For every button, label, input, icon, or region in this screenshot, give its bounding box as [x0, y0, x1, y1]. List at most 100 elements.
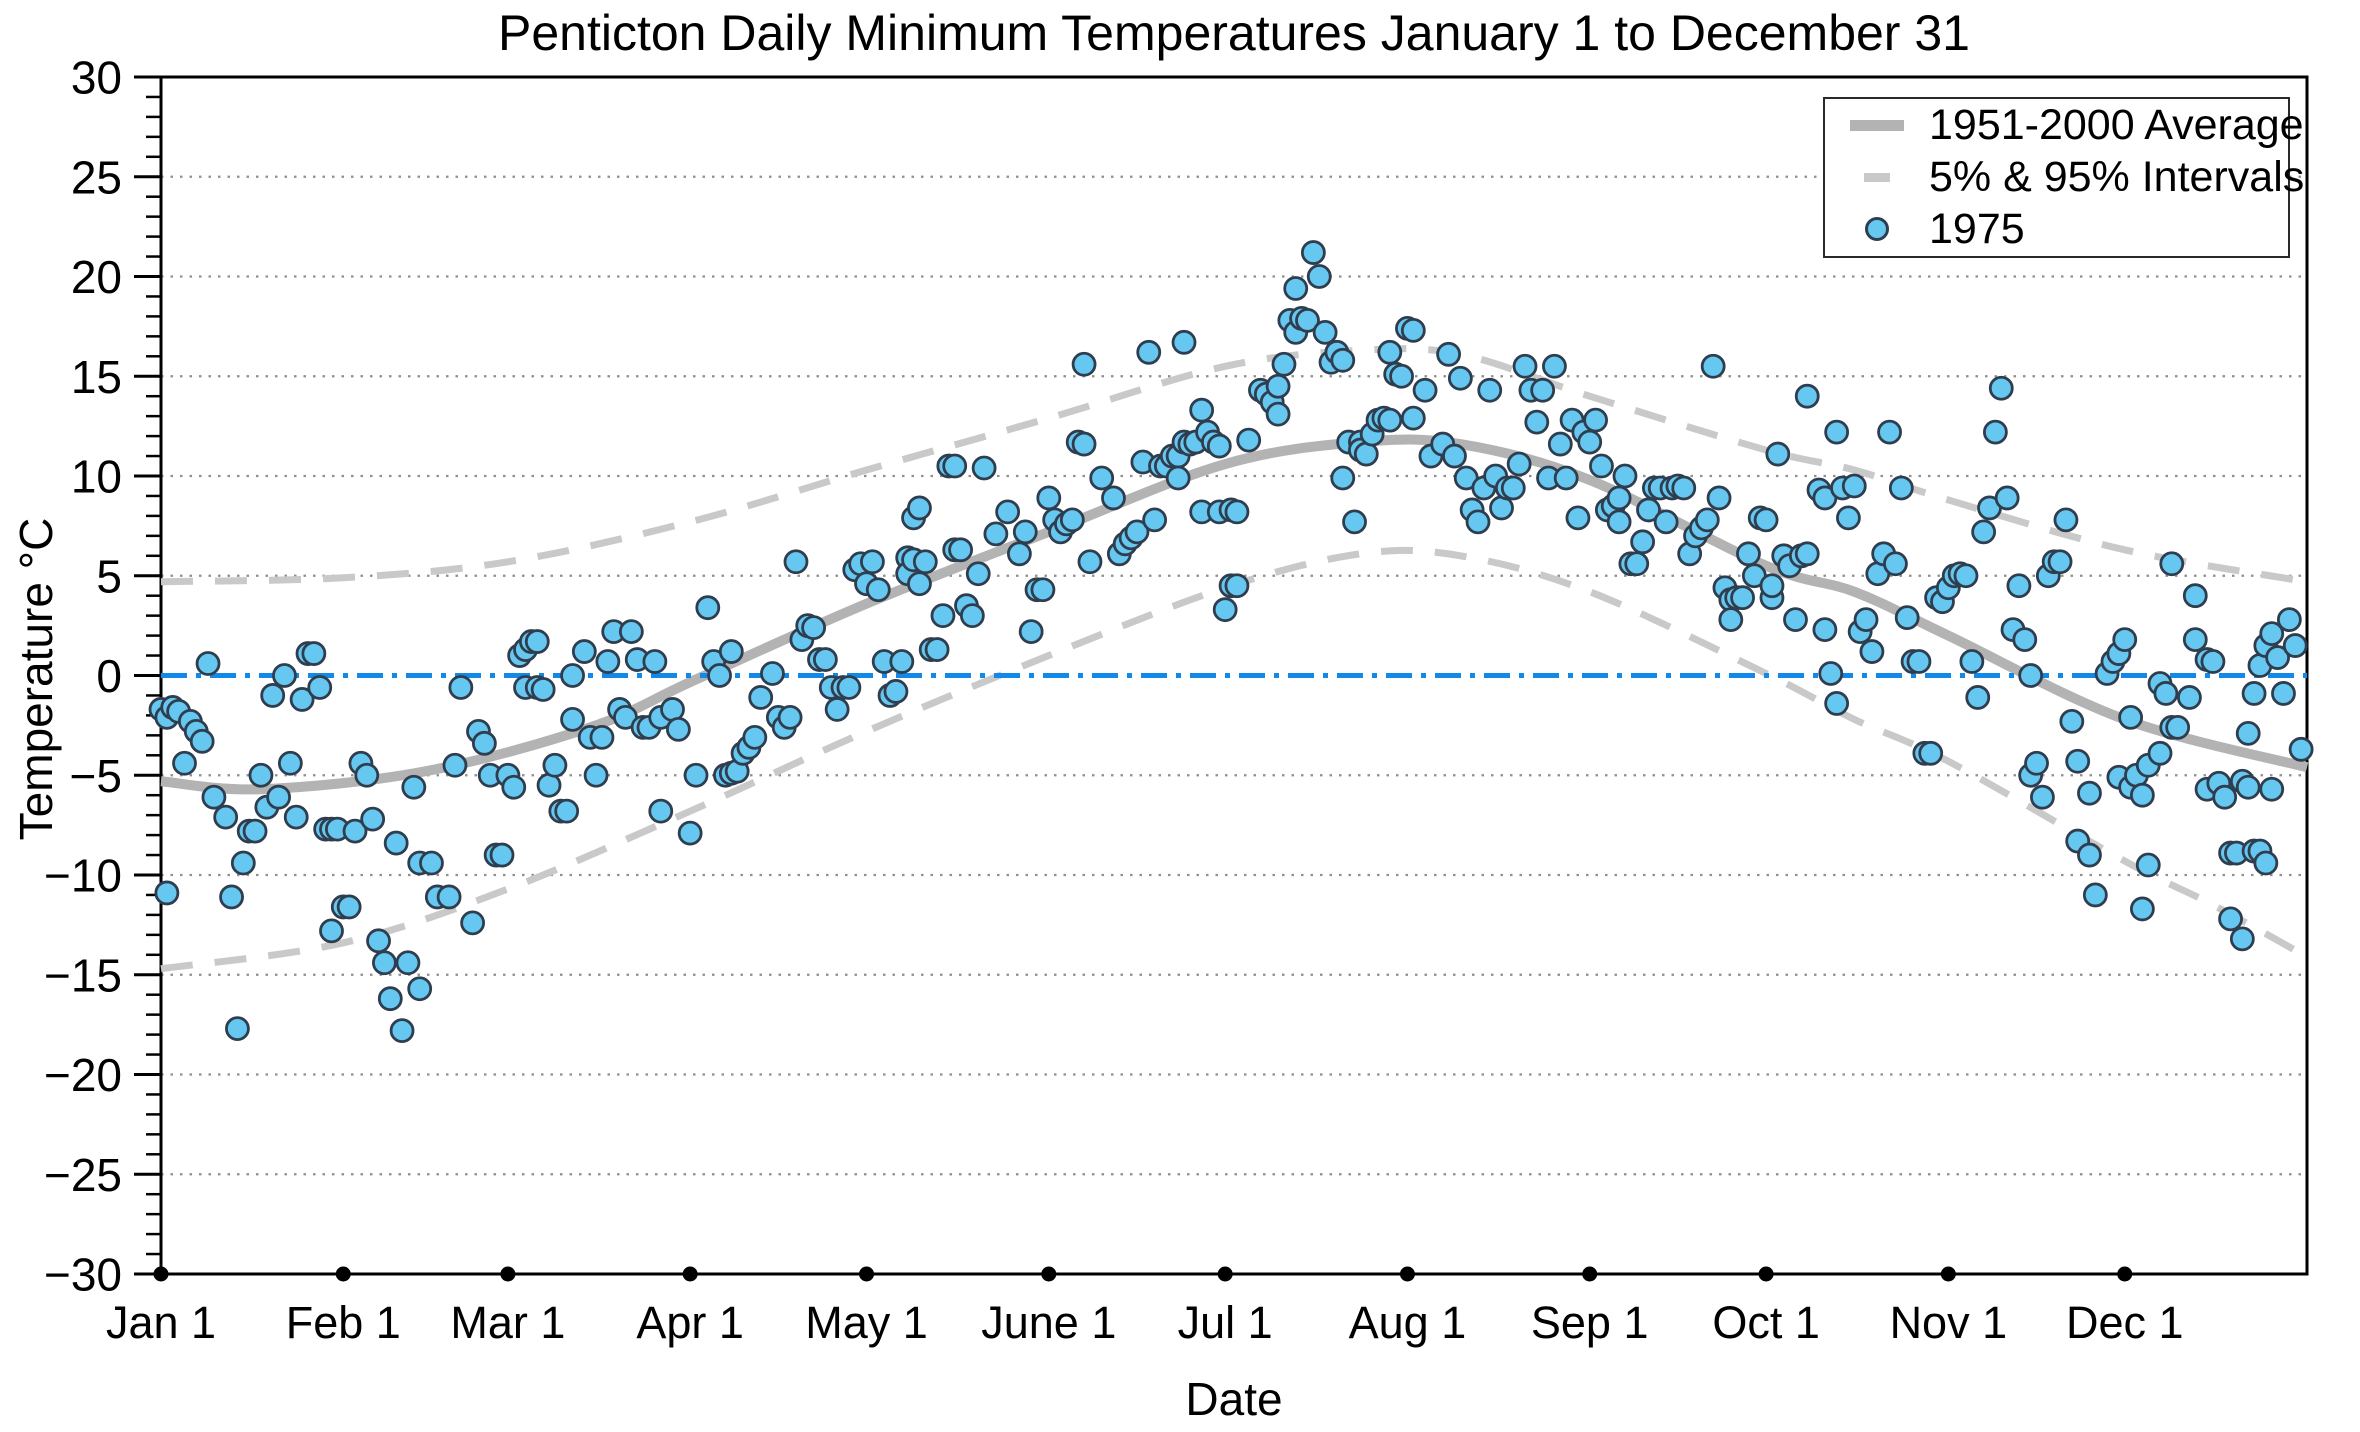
scatter-point	[389, 1018, 415, 1044]
scatter-point	[2212, 784, 2238, 810]
scatter-point	[2082, 882, 2108, 908]
scatter-point	[1565, 505, 1591, 531]
x-tick-label: Jan 1	[106, 1297, 216, 1348]
scatter-point	[1524, 409, 1550, 435]
scatter-point	[248, 762, 274, 788]
scatter-point	[983, 521, 1009, 547]
scatter-point	[1224, 499, 1250, 525]
scatter-point	[1506, 451, 1532, 477]
scatter-point	[1841, 473, 1867, 499]
scatter-point	[1018, 619, 1044, 645]
scatter-point	[554, 798, 580, 824]
scatter-point	[1089, 465, 1115, 491]
scatter-point	[1959, 649, 1985, 674]
scatter-point	[1465, 509, 1491, 535]
scatter-point	[1265, 401, 1291, 427]
scatter-point	[889, 649, 915, 674]
scatter-point	[395, 950, 421, 976]
x-tick-label: May 1	[805, 1297, 928, 1348]
scatter-point	[1271, 351, 1297, 377]
y-tick-label: 30	[71, 52, 122, 104]
scatter-point	[2129, 896, 2155, 922]
scatter-point	[1653, 509, 1679, 535]
scatter-point	[1624, 551, 1650, 577]
scatter-point	[1036, 485, 1062, 511]
scatter-point	[1877, 419, 1902, 445]
scatter-point	[1730, 585, 1755, 611]
scatter-point	[307, 675, 333, 700]
scatter-point	[2182, 627, 2208, 652]
scatter-point	[2241, 681, 2267, 706]
scatter-point	[1636, 497, 1661, 523]
scatter-point	[501, 774, 527, 800]
scatter-point	[360, 806, 386, 832]
scatter-point	[154, 880, 180, 906]
scatter-point	[2276, 607, 2302, 633]
scatter-point	[354, 762, 380, 788]
scatter-point	[912, 549, 938, 575]
scatter-point	[1918, 740, 1944, 766]
scatter-point	[2059, 708, 2085, 734]
scatter-point	[742, 724, 768, 750]
x-tick-label: Aug 1	[1349, 1297, 1467, 1348]
scatter-point	[1906, 649, 1932, 674]
scatter-point	[2259, 776, 2285, 802]
scatter-point	[2235, 774, 2261, 800]
legend: 1951-2000 Average 5% & 95% Intervals 197…	[1823, 97, 2304, 258]
x-tick-label: Apr 1	[636, 1297, 744, 1348]
scatter-point	[1883, 551, 1908, 577]
scatter-point	[2229, 926, 2255, 952]
scatter-point	[583, 762, 609, 788]
scatter-point	[648, 798, 674, 824]
scatter-point	[2288, 736, 2314, 762]
x-tick-label: Oct 1	[1712, 1297, 1820, 1348]
scatter-point	[1700, 353, 1726, 379]
scatter-point	[1295, 307, 1320, 333]
scatter-point	[2053, 507, 2079, 533]
scatter-point	[748, 685, 774, 710]
y-tick-label: −15	[44, 949, 122, 1001]
y-tick-label: 10	[71, 451, 122, 503]
scatter-point	[1812, 617, 1838, 643]
scatter-point	[383, 830, 409, 856]
scatter-point	[777, 704, 803, 730]
scatter-point	[372, 950, 397, 976]
scatter-point	[760, 661, 785, 686]
scatter-point	[1136, 339, 1162, 365]
legend-item-intervals: 5% & 95% Intervals	[1825, 153, 2304, 203]
scatter-point	[1794, 383, 1820, 409]
scatter-point	[1824, 691, 1850, 716]
scatter-point	[1542, 353, 1567, 379]
x-tick-label: Feb 1	[286, 1297, 401, 1348]
scatter-point	[2024, 750, 2049, 776]
scatter-point	[959, 603, 985, 629]
scatter-point	[1583, 407, 1608, 433]
scatter-point	[530, 677, 556, 702]
scatter-point	[642, 649, 668, 674]
scatter-point	[189, 728, 215, 754]
y-tick-label: −25	[44, 1149, 122, 1201]
y-tick-label: 25	[71, 151, 122, 203]
scatter-point	[319, 918, 344, 944]
scatter-point	[366, 928, 391, 954]
scatter-point	[948, 537, 974, 563]
scatter-point	[1694, 507, 1720, 533]
scatter-point	[907, 495, 932, 521]
scatter-point	[401, 774, 427, 800]
scatter-point	[1400, 317, 1426, 343]
scatter-point	[172, 750, 197, 776]
scatter-point	[201, 784, 227, 810]
scatter-point	[1547, 431, 1573, 457]
scatter-point	[1212, 597, 1238, 623]
scatter-point	[683, 762, 709, 788]
scatter-point	[707, 663, 732, 688]
scatter-point	[1577, 429, 1603, 455]
scatter-point	[665, 716, 691, 742]
scatter-point	[1988, 375, 2014, 401]
scatter-point	[1206, 433, 1232, 459]
x-tick-label: Nov 1	[1890, 1297, 2008, 1348]
scatter-point	[1589, 453, 1614, 479]
scatter-point	[2200, 649, 2226, 674]
scatter-point	[2165, 714, 2191, 740]
